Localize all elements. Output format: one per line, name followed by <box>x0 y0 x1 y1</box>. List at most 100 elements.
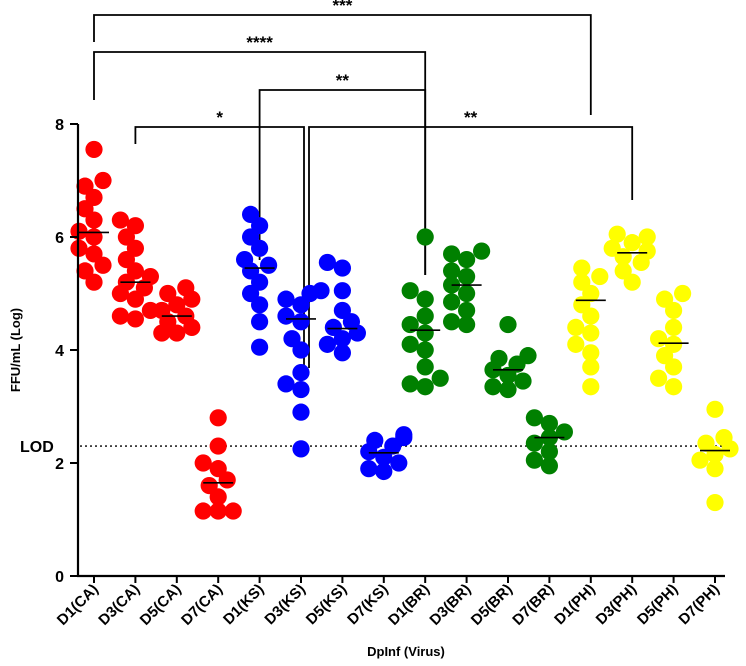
data-point <box>519 347 537 365</box>
data-point <box>209 502 227 520</box>
x-tick-label: D5(KS) <box>303 581 350 628</box>
data-point <box>366 431 384 449</box>
data-point <box>111 211 129 229</box>
significance-label: **** <box>246 33 273 52</box>
data-point <box>540 414 559 433</box>
data-point <box>525 409 544 427</box>
comparison-bracket <box>258 89 427 275</box>
data-point <box>665 378 683 396</box>
data-point <box>591 267 609 286</box>
data-point <box>715 428 733 447</box>
data-point <box>443 245 461 263</box>
data-point <box>126 217 144 235</box>
data-point <box>582 378 600 396</box>
data-point <box>416 324 434 342</box>
comparison-bracket <box>93 14 592 115</box>
data-point <box>416 341 434 359</box>
data-point <box>614 262 632 280</box>
data-point <box>159 284 177 303</box>
data-point <box>514 372 532 390</box>
y-tick-label: 2 <box>55 456 64 473</box>
data-point <box>608 225 626 243</box>
data-point <box>200 477 218 495</box>
significance-label: *** <box>332 0 352 15</box>
data-point <box>277 290 295 308</box>
data-point <box>638 228 656 246</box>
data-point <box>333 301 351 320</box>
data-point <box>224 502 242 520</box>
y-axis-label: FFU/mL (Log) <box>8 308 23 392</box>
data-point <box>312 282 330 300</box>
data-point <box>623 234 641 252</box>
x-tick-label: D1(CA) <box>54 581 102 629</box>
x-tick-label: D1(BR) <box>385 581 433 629</box>
data-point <box>209 409 227 427</box>
data-point <box>283 330 301 348</box>
data-point <box>567 318 585 336</box>
comparison-bracket <box>308 126 634 368</box>
data-point <box>706 400 724 418</box>
data-point <box>126 310 144 328</box>
x-tick-label: D1(KS) <box>220 581 267 628</box>
data-point <box>525 434 544 452</box>
data-point <box>94 171 112 190</box>
axes: 0 2 4 6 8 D1(CA)D3(CA)D5(CA)D7(CA)D1(KS)D3(KS… <box>54 117 725 629</box>
x-tick-label: D7(BR) <box>509 581 557 629</box>
data-point <box>360 460 378 478</box>
data-point <box>525 451 544 469</box>
data-point <box>277 375 295 393</box>
data-point <box>194 502 212 520</box>
data-point <box>443 262 461 280</box>
x-tick-label: D7(KS) <box>344 581 391 628</box>
data-point <box>499 380 517 399</box>
data-point <box>318 335 336 353</box>
data-point <box>650 330 668 348</box>
data-point <box>555 423 574 441</box>
data-point <box>499 315 517 334</box>
data-point <box>665 335 683 353</box>
data-point <box>401 282 419 300</box>
data-point <box>401 375 419 393</box>
data-point <box>473 242 491 260</box>
data-point <box>194 454 212 472</box>
data-point <box>375 462 393 481</box>
data-point <box>85 245 103 263</box>
data-point <box>416 358 434 376</box>
data-point <box>260 256 278 274</box>
data-point <box>540 443 559 461</box>
data-point <box>416 290 434 308</box>
data-point <box>292 440 310 458</box>
x-tick-label: D3(PH) <box>593 581 640 628</box>
data-point <box>333 344 351 362</box>
data-point <box>251 313 269 331</box>
x-tick-label: D3(CA) <box>95 581 143 629</box>
data-point <box>706 493 724 512</box>
lod-label: LOD <box>20 439 54 456</box>
data-point <box>395 426 413 444</box>
y-tick-label: 0 <box>55 569 64 586</box>
significance-label: ** <box>464 108 478 127</box>
data-point <box>153 301 171 320</box>
data-point <box>691 451 709 469</box>
data-point <box>650 369 668 387</box>
data-point <box>458 284 476 303</box>
data-point <box>484 378 502 396</box>
data-point <box>603 239 621 257</box>
data-point <box>490 349 508 368</box>
lod-threshold: LOD <box>20 439 726 456</box>
data-point <box>458 315 476 334</box>
data-point <box>582 324 600 342</box>
data-point <box>697 434 715 452</box>
data-point <box>431 369 449 387</box>
data-point <box>76 177 94 195</box>
data-point <box>209 460 227 478</box>
data-point <box>416 307 434 325</box>
y-tick-label: 6 <box>55 230 64 247</box>
data-point <box>209 437 227 455</box>
data-point <box>85 140 103 159</box>
data-point <box>242 205 260 223</box>
data-point <box>458 251 476 269</box>
data-point <box>333 282 351 300</box>
data-point <box>292 364 310 382</box>
significance-label: * <box>216 108 223 127</box>
